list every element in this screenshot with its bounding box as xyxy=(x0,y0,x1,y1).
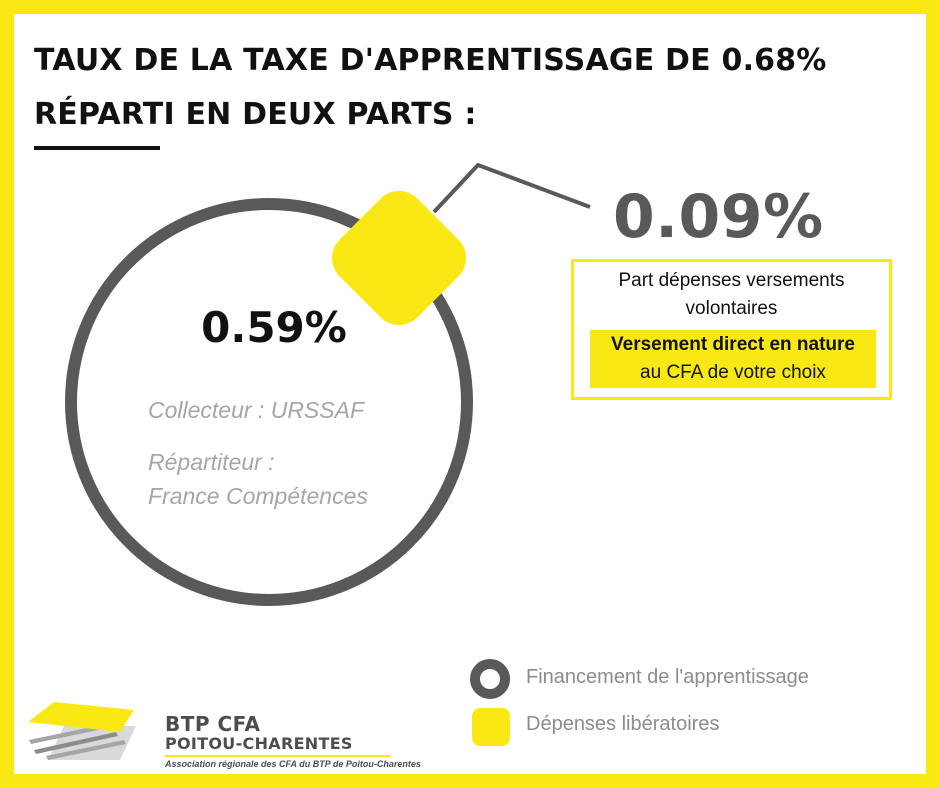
logo-underline xyxy=(165,755,391,757)
collector-text: Collecteur : URSSAF xyxy=(148,397,365,423)
secondary-desc-line-2: volontaires xyxy=(685,298,778,319)
title-underline xyxy=(34,146,160,150)
highlight-text: au CFA de votre choix xyxy=(640,362,826,383)
btp-cfa-logo-graphic xyxy=(28,702,136,760)
distributor-name: France Compétences xyxy=(148,483,368,509)
secondary-desc-line-1: Part dépenses versements xyxy=(618,270,845,291)
secondary-part-box: Part dépenses versements volontaires Ver… xyxy=(571,259,892,400)
legend-label-funding: Financement de l'apprentissage xyxy=(526,666,809,688)
secondary-part-value: 0.09% xyxy=(613,182,824,252)
legend-label-expenses: Dépenses libératoires xyxy=(526,713,720,735)
distributor-label: Répartiteur : xyxy=(148,449,275,475)
logo-region: POITOU-CHARENTES xyxy=(165,734,353,753)
yellow-square-icon xyxy=(472,708,510,746)
logo-name: BTP CFA xyxy=(165,712,261,736)
highlight-block: Versement direct en nature au CFA de vot… xyxy=(590,330,876,388)
page-title: TAUX DE LA TAXE D'APPRENTISSAGE DE 0.68%… xyxy=(34,34,894,142)
title-line-1: TAUX DE LA TAXE D'APPRENTISSAGE DE 0.68% xyxy=(34,43,827,78)
main-part-value: 0.59% xyxy=(201,303,347,352)
highlight-bold-text: Versement direct en nature xyxy=(611,334,855,355)
title-line-2: RÉPARTI EN DEUX PARTS : xyxy=(34,97,477,132)
logo-tagline: Association régionale des CFA du BTP de … xyxy=(165,759,421,769)
ring-icon xyxy=(470,659,510,699)
